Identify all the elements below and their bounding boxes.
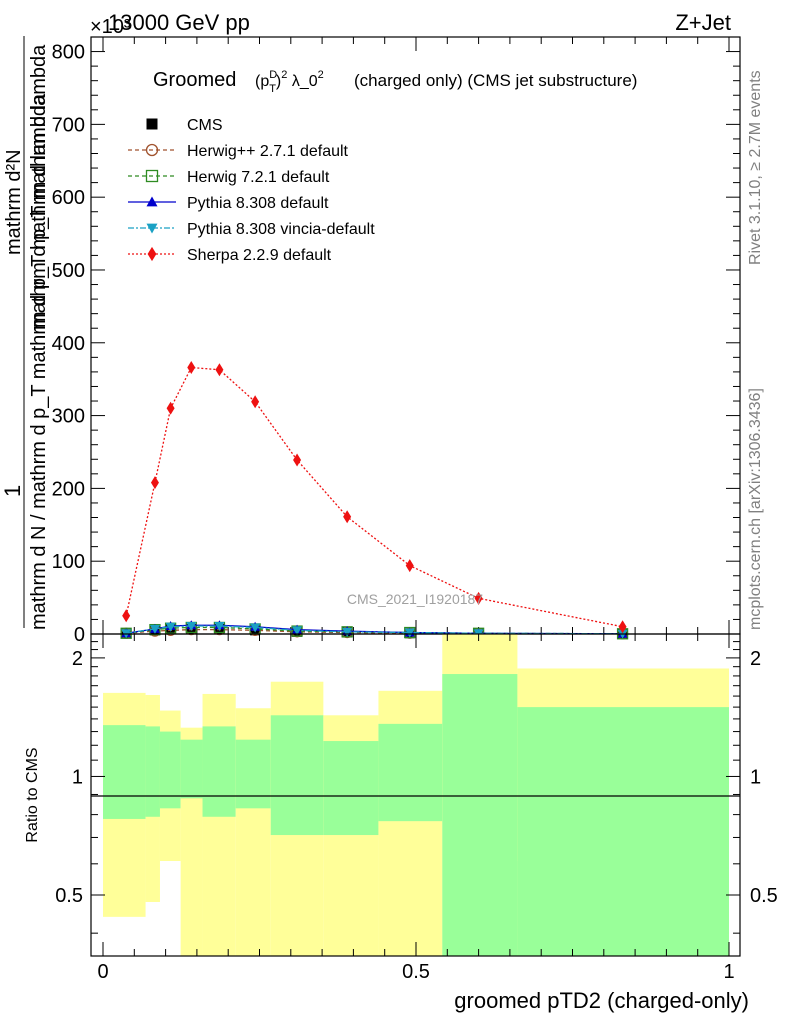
legend: CMS Herwig++ 2.7.1 default Herwig 7.2.1 de… (128, 117, 375, 264)
data-point (146, 118, 158, 130)
ratio-ylabel: Ratio to CMS (24, 747, 41, 842)
ratio-band-inner (180, 739, 203, 799)
ytick-label: 400 (52, 333, 85, 355)
data-point (214, 621, 225, 631)
data-point (405, 559, 414, 573)
ratio-bands (103, 634, 729, 956)
ratio-ytick-label: 0.5 (55, 885, 83, 907)
energy-label: 13000 GeV pp (108, 10, 250, 35)
ratio-band-inner (145, 726, 160, 817)
data-point (145, 143, 159, 157)
data-point (186, 621, 197, 631)
data-point (293, 453, 302, 467)
ytick-label: 100 (52, 551, 85, 573)
data-point (292, 626, 303, 636)
ratio-xlabel: groomed pTD2 (charged-only) (454, 988, 749, 1013)
data-point (147, 246, 157, 262)
ytick-label: 0 (74, 624, 85, 646)
legend-label: CMS (187, 117, 223, 134)
ratio-band-inner (323, 741, 379, 836)
data-point (342, 627, 353, 637)
ytick-label: 200 (52, 478, 85, 500)
title-main: Groomed (153, 69, 236, 91)
ratio-band-inner (442, 674, 518, 956)
ratio-band-inner (517, 707, 729, 956)
watermark: CMS_2021_I1920187 (347, 591, 483, 607)
ratio-band-inner (270, 715, 324, 836)
main-ticks: 0 100 200 300 400 500 600 700 800 (52, 36, 740, 646)
title-formula: (pD T)2 λ_02 (255, 69, 324, 95)
ratio-ytick-label-right: 1 (750, 766, 761, 788)
ytick-label: 800 (52, 42, 85, 64)
ylabel-one: 1 (0, 485, 25, 497)
ratio-ytick-label: 2 (72, 648, 83, 670)
data-point (215, 363, 224, 377)
ytick-label: 700 (52, 114, 85, 136)
ratio-ytick-label-right: 2 (750, 648, 761, 670)
series-sherpa-2-2-9-default (122, 361, 627, 634)
legend-label: Herwig 7.2.1 default (187, 169, 330, 186)
legend-label: Pythia 8.308 default (187, 195, 329, 212)
exponent-label: ×10³ (90, 16, 131, 38)
ratio-band-inner (378, 723, 443, 822)
data-point (250, 623, 261, 633)
data-point (166, 401, 175, 415)
data-point (404, 628, 415, 638)
ratio-ytick-label: 1 (72, 766, 83, 788)
chart-title: Groomed (pD T)2 λ_02 (charged only) (CMS … (153, 69, 637, 95)
xtick-label: 0 (97, 961, 108, 983)
ylabel-den: mathrm d p_T mathrm d lambda (28, 44, 50, 330)
data-point (150, 476, 159, 490)
data-point (618, 620, 627, 634)
main-panel: 0 100 200 300 400 500 600 700 800 Groomed (pD T)2… (52, 36, 741, 646)
data-point (122, 609, 131, 623)
main-series (120, 361, 629, 640)
xtick-label: 0.5 (402, 961, 430, 983)
data-point (165, 622, 176, 632)
data-point (343, 510, 352, 524)
process-label: Z+Jet (675, 10, 731, 35)
data-point (251, 395, 260, 409)
ratio-band-inner (103, 725, 146, 819)
data-point (145, 169, 159, 183)
data-point (474, 591, 483, 605)
legend-label: Sherpa 2.2.9 default (187, 247, 332, 264)
ylabel-main: mathrm d N / mathrm d p_T mathrm d p_T m… (28, 93, 50, 630)
ratio-band-inner (235, 739, 271, 809)
series-line (125, 366, 623, 628)
data-point (149, 624, 160, 634)
ratio-ticks: 0.5 0.5 1 1 2 2 0 0.5 1 (55, 634, 778, 983)
legend-label: Herwig++ 2.7.1 default (187, 143, 349, 160)
xtick-label: 1 (723, 961, 734, 983)
mcplots-label: mcplots.cern.ch [arXiv:1306.3436] (747, 388, 764, 630)
legend-label: Pythia 8.308 vincia-default (187, 221, 375, 238)
ratio-band-inner (159, 731, 181, 809)
data-point (187, 361, 196, 375)
data-point (146, 223, 158, 234)
ratio-ytick-label-right: 0.5 (750, 885, 778, 907)
ylabel-num: mathrm d²N (3, 149, 25, 255)
rivet-label: Rivet 3.1.10, ≥ 2.7M events (747, 70, 764, 265)
main-ylabel: mathrm d²N mathrm d p_T mathrm d lambda … (0, 36, 50, 630)
ytick-label: 600 (52, 187, 85, 209)
series-pythia-8-308-vincia-default (121, 621, 628, 639)
ratio-band-inner (202, 726, 236, 817)
series-line (126, 625, 623, 635)
data-point (146, 196, 158, 207)
ytick-label: 500 (52, 260, 85, 282)
title-tail: (charged only) (CMS jet substructure) (354, 71, 637, 90)
ytick-label: 300 (52, 406, 85, 428)
ratio-panel: 0.5 0.5 1 1 2 2 0 0.5 1 (55, 633, 778, 983)
